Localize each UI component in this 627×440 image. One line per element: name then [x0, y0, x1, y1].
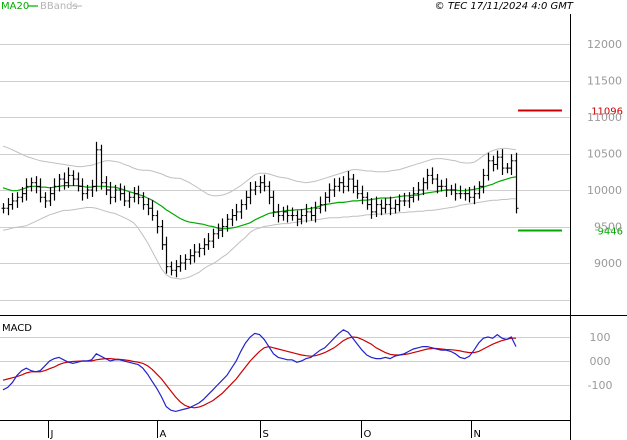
macd-signal-line — [2, 336, 516, 409]
price-y-tick-label: 10000 — [587, 184, 622, 197]
macd-y-tick-label: 000 — [590, 355, 611, 368]
price-y-tick-label: 11500 — [587, 75, 622, 88]
ma20-line — [2, 176, 517, 230]
ma20-path — [2, 176, 517, 230]
bollinger-lower — [2, 198, 516, 280]
price-levels: 11096 9446 — [518, 107, 623, 238]
macd-y-tick-label: 100 — [590, 331, 611, 344]
macd-y-tick-label: -100 — [588, 379, 613, 392]
x-tick-label: O — [364, 429, 372, 440]
price-y-ticks: 9000 9500 10000 10500 11000 11500 12000 — [587, 38, 622, 270]
price-y-tick-label: 10500 — [587, 148, 622, 161]
price-y-tick-label: 11000 — [587, 111, 622, 124]
macd-gridlines — [0, 337, 570, 386]
level-label: 9446 — [598, 227, 623, 238]
price-y-tick-label: 9000 — [594, 257, 622, 270]
macd-lines — [2, 329, 517, 413]
x-tick-label: J — [50, 429, 54, 440]
bollinger-upper — [2, 145, 517, 197]
level-label: 11096 — [591, 107, 623, 118]
macd-y-ticks: -100 000 100 — [588, 331, 613, 392]
price-y-tick-label: 9500 — [594, 221, 622, 234]
copyright-text: © TEC 17/11/2024 4:0 GMT — [435, 1, 574, 12]
x-tick-label: S — [263, 429, 269, 440]
price-y-tick-label: 12000 — [587, 38, 622, 51]
price-bars — [1, 141, 519, 278]
x-tick-label: A — [160, 429, 167, 440]
macd-main-line — [2, 329, 517, 413]
bollinger-bands — [2, 145, 517, 280]
price-gridlines — [0, 44, 570, 301]
macd-label: MACD — [2, 323, 32, 334]
x-tick-label: N — [474, 429, 481, 440]
legend-ma20: MA20 — [1, 1, 29, 12]
legend-bbands: BBands — [40, 1, 78, 12]
